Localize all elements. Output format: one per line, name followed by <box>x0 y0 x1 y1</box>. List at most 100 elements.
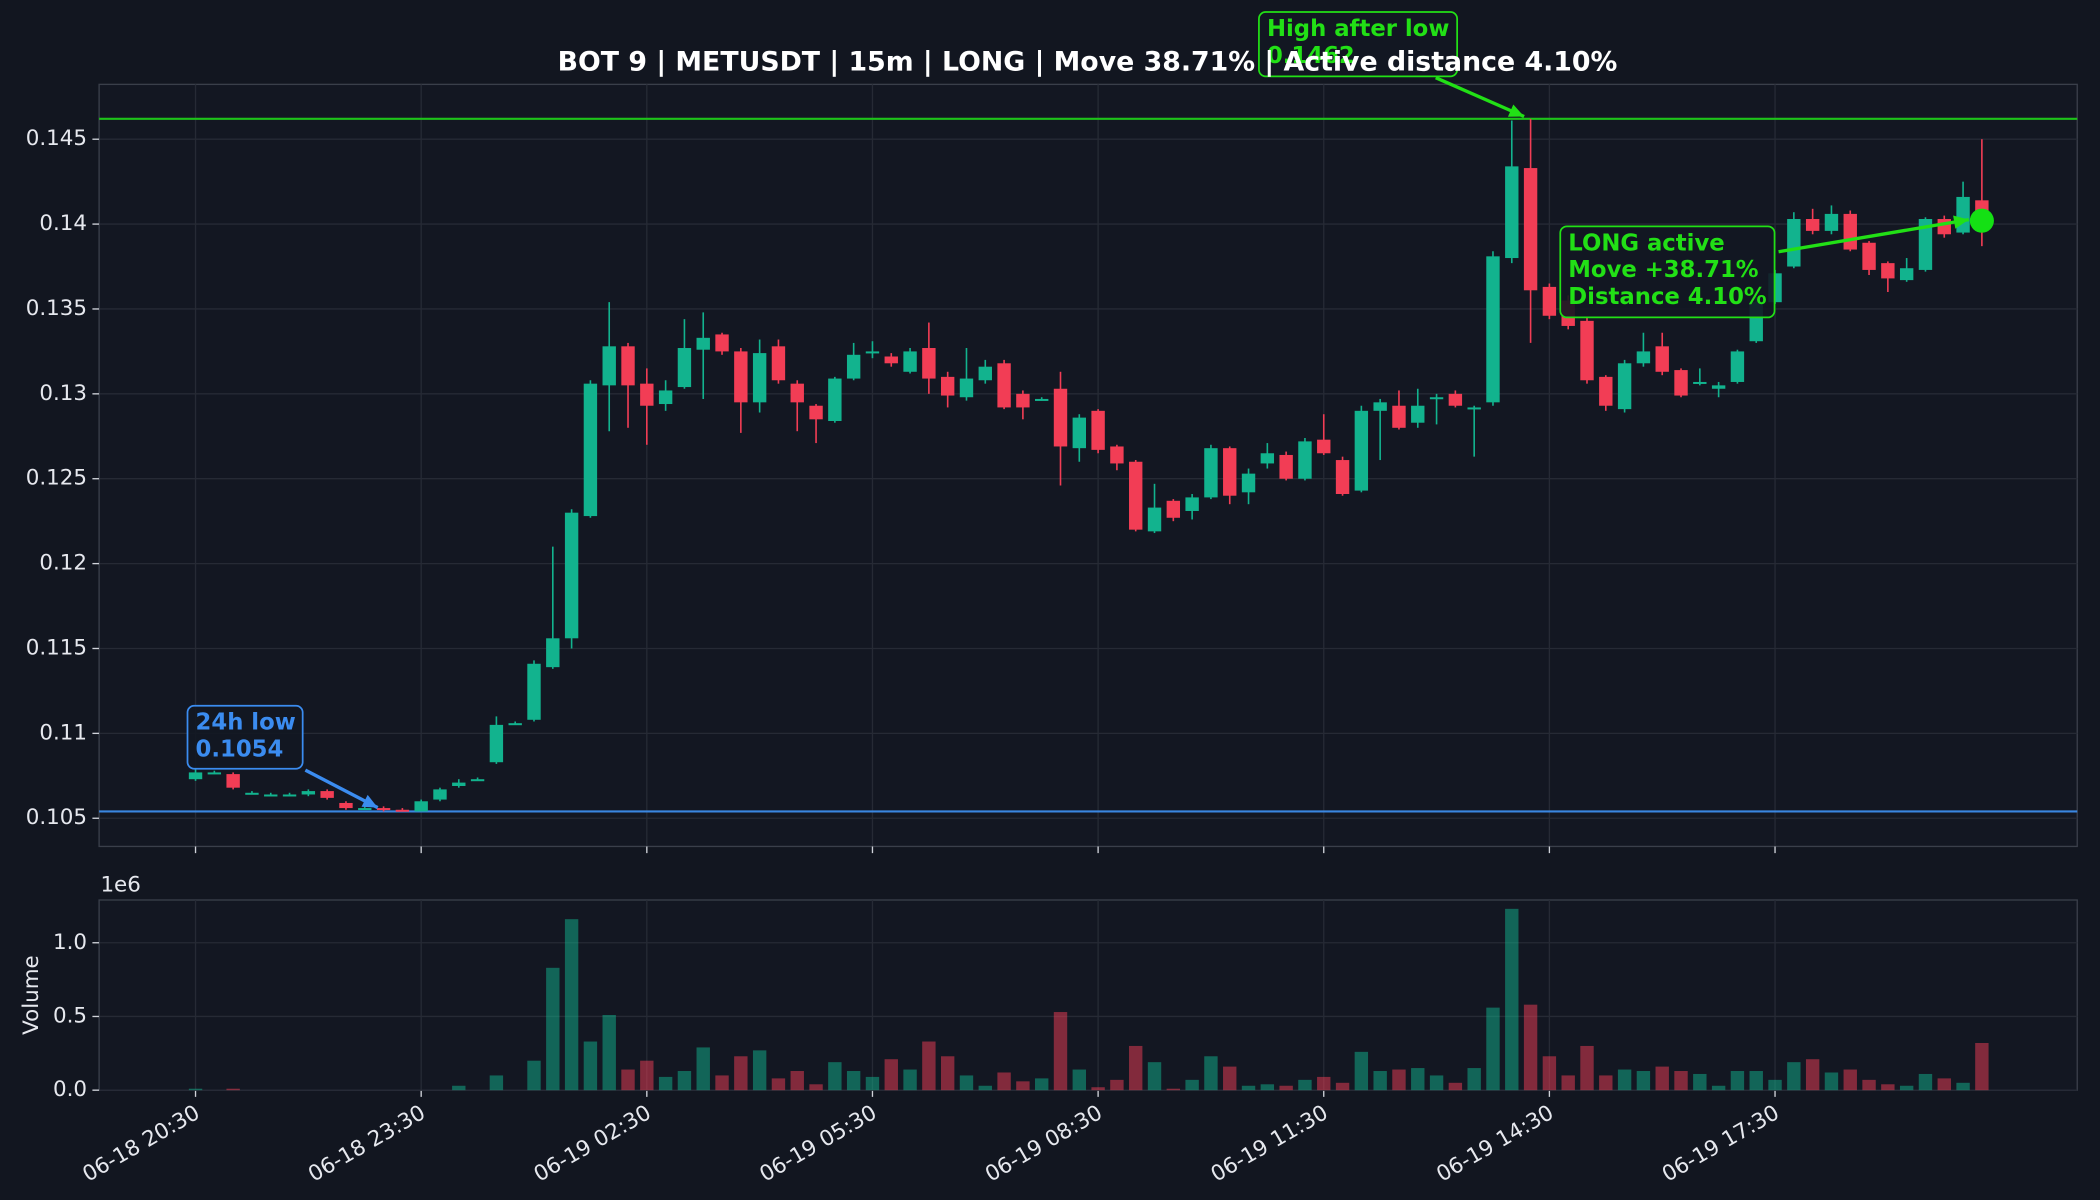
candle-body <box>339 802 353 809</box>
volume-bar <box>1862 1079 1876 1091</box>
candle-body <box>640 383 654 406</box>
candle-body <box>1505 166 1519 259</box>
candle-body <box>301 791 316 795</box>
volume-bar <box>846 1071 861 1091</box>
candle-body <box>1862 242 1876 270</box>
candle-body <box>846 354 861 379</box>
candle-body <box>1411 405 1425 423</box>
volume-bar <box>583 1041 598 1091</box>
candle-body <box>282 794 297 797</box>
candle-body <box>1260 453 1275 464</box>
volume-bar <box>828 1062 842 1091</box>
candle-body <box>922 348 936 379</box>
candle-body <box>1956 196 1970 233</box>
volume-bar <box>1937 1078 1951 1091</box>
candle-body <box>527 663 541 720</box>
candle-body <box>1429 397 1444 400</box>
candle-body <box>414 801 428 812</box>
volume-bar <box>1918 1073 1933 1091</box>
candle-body <box>1599 376 1613 406</box>
y-tick-label: 0.105 <box>26 805 87 830</box>
candle-body <box>1674 370 1688 396</box>
volume-bar <box>752 1050 767 1091</box>
candle-body <box>1279 454 1293 479</box>
candle-body <box>508 723 522 726</box>
candle-body <box>1937 218 1951 235</box>
volume-bar <box>1091 1087 1105 1091</box>
y-tick-label: 0.13 <box>39 381 87 406</box>
annotation-arrow <box>1778 217 1970 254</box>
volume-bar <box>1185 1079 1199 1091</box>
volume-bar <box>1542 1056 1557 1091</box>
candle-body <box>564 512 579 639</box>
candle-body <box>1805 218 1820 231</box>
volume-bar <box>489 1075 504 1091</box>
volume-bar <box>1636 1071 1651 1091</box>
volume-bar <box>640 1060 654 1091</box>
volume-bar <box>997 1072 1011 1091</box>
candle-body <box>1166 500 1181 518</box>
volume-bar <box>1956 1082 1970 1091</box>
volume-bar <box>1392 1069 1406 1091</box>
y-axis-label: Volume <box>19 955 44 1035</box>
volume-bar <box>621 1069 635 1091</box>
y-tick-label: 0.135 <box>26 296 87 321</box>
candle-body <box>1730 351 1745 382</box>
candle-body <box>1448 393 1463 406</box>
chart-title: BOT 9 | METUSDT | 15m | LONG | Move 38.7… <box>558 46 1618 77</box>
volume-bar <box>734 1056 748 1091</box>
volume-bar <box>1223 1066 1237 1091</box>
volume-bar <box>1655 1066 1669 1091</box>
candle-body <box>1918 218 1933 270</box>
volume-bar <box>1787 1062 1801 1091</box>
annotation-box <box>1258 11 1459 78</box>
candle-body <box>1147 507 1162 532</box>
candle-body <box>1843 213 1857 250</box>
candle-body <box>1580 320 1594 381</box>
volume-bar <box>1599 1075 1613 1091</box>
candle-body <box>978 366 992 381</box>
volume-bar <box>527 1060 541 1091</box>
volume-bar <box>1260 1084 1275 1091</box>
y-tick-label: 0.0 <box>53 1077 87 1102</box>
candle-body <box>546 638 560 668</box>
volume-bar <box>1467 1068 1481 1091</box>
candle-body <box>1881 263 1895 279</box>
candle-body <box>188 772 203 780</box>
candle-body <box>997 363 1011 408</box>
volume-bar <box>1843 1069 1857 1091</box>
candle-body <box>395 809 410 812</box>
candle-body <box>1693 381 1707 384</box>
volume-bar <box>1053 1012 1068 1091</box>
y-tick-label: 0.12 <box>39 551 87 576</box>
candle-body <box>677 348 692 388</box>
candle-body <box>715 334 729 352</box>
candle-body <box>376 808 391 811</box>
candle-body <box>320 791 334 798</box>
volume-bar <box>903 1069 917 1091</box>
volume-bar <box>658 1076 673 1091</box>
volume-bar <box>1204 1056 1218 1091</box>
candle-body <box>828 378 842 422</box>
candle-body <box>1523 168 1538 291</box>
candle-body <box>1072 417 1086 449</box>
volume-bar <box>940 1056 955 1091</box>
volume-bar <box>1824 1072 1839 1091</box>
candle-body <box>1467 407 1481 410</box>
candle-body <box>1298 441 1312 479</box>
volume-bar <box>1279 1085 1293 1091</box>
candle-body <box>1129 461 1143 530</box>
candle-body <box>1373 402 1387 411</box>
candle-body <box>1711 385 1726 389</box>
candle-body <box>1335 460 1350 495</box>
volume-bar <box>1429 1075 1444 1091</box>
volume-bar <box>188 1088 203 1091</box>
price-panel <box>98 83 2078 848</box>
candle-body <box>1787 218 1801 267</box>
volume-bar <box>1523 1004 1538 1091</box>
candle-body <box>959 378 974 398</box>
current-marker <box>1969 208 1994 233</box>
volume-panel <box>98 899 2078 1091</box>
annotation-text: 0.1054 <box>196 737 284 763</box>
